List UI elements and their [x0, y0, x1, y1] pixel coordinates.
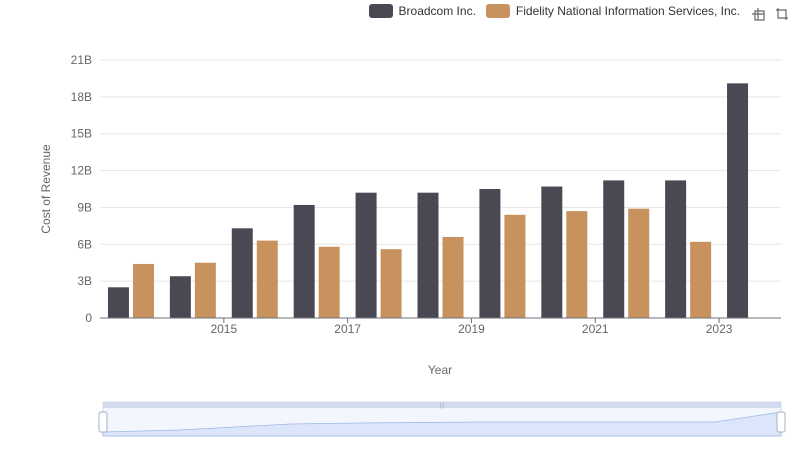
x-tick-label: 2015 [210, 322, 237, 336]
bar-fidelity-2014 [132, 263, 154, 318]
y-tick-label: 21B [71, 53, 92, 67]
legend: Broadcom Inc. Fidelity National Informat… [368, 4, 740, 18]
legend-item-broadcom[interactable]: Broadcom Inc. [368, 4, 476, 18]
restore-icon[interactable] [774, 6, 790, 22]
bar-broadcom-2017 [293, 204, 315, 318]
y-tick-label: 12B [71, 164, 92, 178]
bar-broadcom-2023 [665, 180, 687, 318]
toolbox [750, 6, 790, 22]
legend-label-broadcom: Broadcom Inc. [398, 4, 476, 18]
bar-broadcom-2021 [541, 186, 563, 318]
bar-broadcom-2014 [107, 287, 129, 318]
y-tick-label: 6B [77, 237, 92, 251]
x-tick-label: 2021 [582, 322, 609, 336]
x-tick-label: 2023 [706, 322, 733, 336]
bar-fidelity-2017 [318, 246, 340, 318]
bar-broadcom-2019 [417, 192, 439, 318]
y-tick-label: 15B [71, 127, 92, 141]
y-axis-ticks: 0 3B 6B 9B 12B 15B 18B 21B [71, 53, 93, 325]
bar-broadcom-2022 [603, 180, 625, 318]
bar-fidelity-2016 [256, 240, 278, 318]
datazoom-preview-area [102, 411, 782, 437]
bar-fidelity-2022 [628, 208, 650, 318]
legend-swatch-fidelity [485, 4, 510, 18]
y-tick-label: 0 [85, 311, 92, 325]
bar-fidelity-2019 [442, 236, 464, 318]
bar-broadcom-2020 [479, 189, 501, 318]
bar-broadcom-2015 [169, 276, 191, 318]
y-tick-label: 3B [77, 274, 92, 288]
x-tick-label: 2019 [458, 322, 485, 336]
bar-fidelity-2015 [194, 262, 216, 318]
bar-broadcom-2024 [727, 83, 749, 318]
bar-fidelity-2020 [504, 214, 526, 318]
x-tick-label: 2017 [334, 322, 361, 336]
legend-item-fidelity[interactable]: Fidelity National Information Services, … [485, 4, 740, 18]
x-axis-title: Year [428, 363, 452, 377]
bar-fidelity-2021 [566, 211, 588, 318]
x-axis-ticks: 2015 2017 2019 2021 2023 [210, 318, 733, 336]
datazoom-handle-bar[interactable] [103, 402, 781, 408]
legend-swatch-broadcom [368, 4, 393, 18]
zoom-icon[interactable] [750, 6, 766, 22]
y-tick-label: 18B [71, 90, 92, 104]
bars [107, 83, 749, 318]
bar-fidelity-2018 [380, 249, 402, 318]
y-axis-title: Cost of Revenue [39, 144, 53, 234]
bar-fidelity-2023 [690, 241, 712, 318]
datazoom-slider[interactable]: ||| [98, 401, 786, 437]
bar-broadcom-2018 [355, 192, 377, 318]
legend-label-fidelity: Fidelity National Information Services, … [515, 4, 740, 18]
bar-broadcom-2016 [231, 228, 253, 318]
datazoom-right-handle[interactable] [776, 411, 786, 433]
y-tick-label: 9B [77, 200, 92, 214]
datazoom-grip-icon[interactable]: ||| [440, 403, 445, 409]
datazoom-left-handle[interactable] [98, 411, 108, 433]
